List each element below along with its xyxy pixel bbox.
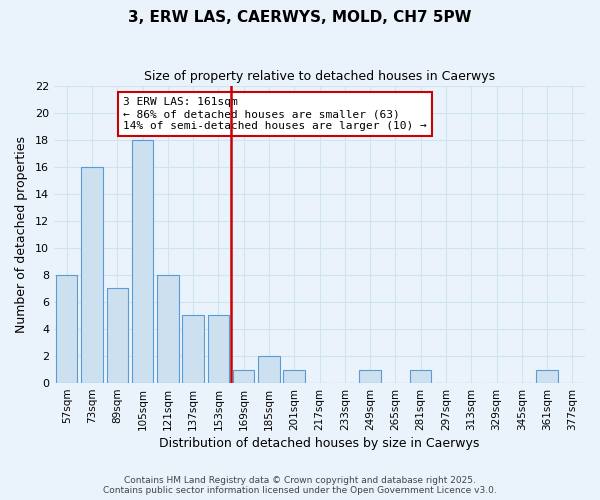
Bar — [536, 370, 558, 383]
Bar — [157, 275, 179, 383]
Bar — [56, 275, 77, 383]
Y-axis label: Number of detached properties: Number of detached properties — [15, 136, 28, 333]
Bar — [81, 166, 103, 383]
Bar — [410, 370, 431, 383]
Bar — [359, 370, 381, 383]
Text: 3 ERW LAS: 161sqm
← 86% of detached houses are smaller (63)
14% of semi-detached: 3 ERW LAS: 161sqm ← 86% of detached hous… — [123, 98, 427, 130]
Text: 3, ERW LAS, CAERWYS, MOLD, CH7 5PW: 3, ERW LAS, CAERWYS, MOLD, CH7 5PW — [128, 10, 472, 25]
Bar — [208, 316, 229, 383]
Bar — [182, 316, 204, 383]
Bar — [258, 356, 280, 383]
X-axis label: Distribution of detached houses by size in Caerwys: Distribution of detached houses by size … — [160, 437, 480, 450]
Bar — [107, 288, 128, 383]
Bar — [132, 140, 153, 383]
Text: Contains HM Land Registry data © Crown copyright and database right 2025.
Contai: Contains HM Land Registry data © Crown c… — [103, 476, 497, 495]
Bar — [283, 370, 305, 383]
Bar — [233, 370, 254, 383]
Title: Size of property relative to detached houses in Caerwys: Size of property relative to detached ho… — [144, 70, 495, 83]
